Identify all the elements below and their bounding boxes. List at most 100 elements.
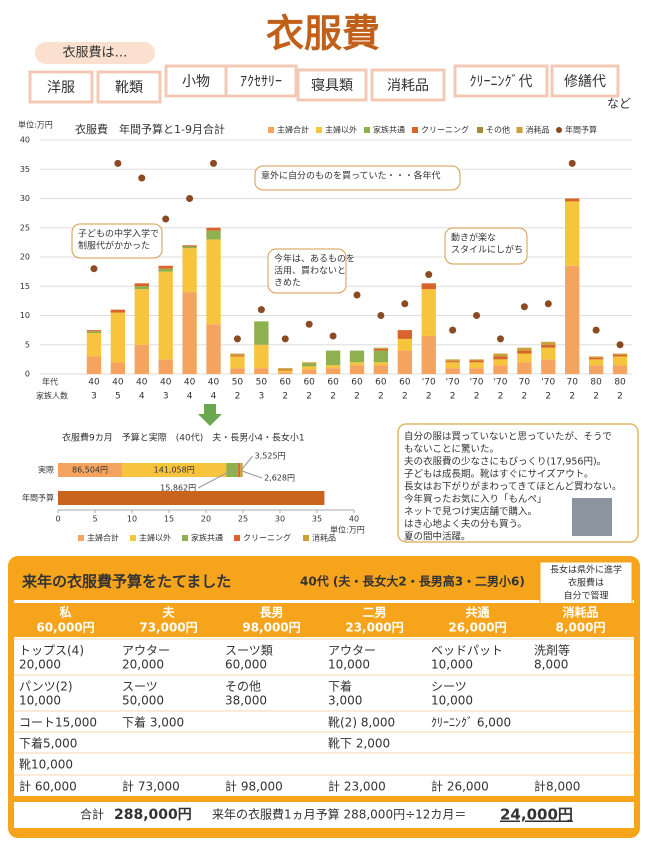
- table-cell: トップス(4): [19, 644, 84, 658]
- x-tick-label: 40: [112, 378, 124, 388]
- bar-segment: [517, 350, 532, 354]
- family-size: 2: [498, 392, 504, 402]
- family-size: 2: [593, 392, 599, 402]
- bar-segment: [349, 365, 365, 374]
- bar-segment: [302, 366, 317, 370]
- legend-swatch: [477, 127, 483, 133]
- bar-segment: [240, 463, 243, 477]
- photo: [572, 498, 612, 536]
- bar-segment: [493, 359, 508, 366]
- x-tick-label: 50: [232, 378, 244, 388]
- x-tick-label: 40: [184, 378, 196, 388]
- bar-segment: [325, 350, 341, 366]
- legend-swatch: [556, 127, 562, 133]
- table-cell: 計8,000: [534, 779, 580, 794]
- bar-segment: [230, 353, 245, 356]
- family-size: 2: [450, 392, 456, 402]
- legend-swatch: [182, 535, 188, 541]
- x-tick-label: 50: [256, 378, 268, 388]
- bar-segment: [110, 309, 126, 313]
- budget-dot: [544, 300, 552, 308]
- family-size: 3: [163, 392, 169, 402]
- budget-bar: [58, 491, 325, 505]
- chart-title: 衣服費9カ月 予算と実際 (40代) 夫・長男小4・長女小1: [62, 432, 305, 444]
- monthly-label: 来年の衣服費1ヵ月予算 288,000円÷12カ月＝: [212, 807, 466, 822]
- annotation-box: [254, 165, 461, 191]
- tag-box: [370, 68, 446, 102]
- x-tick-label: 60: [375, 378, 387, 388]
- plan-title: 来年の衣服費予算をたてました: [21, 573, 231, 591]
- table-cell: 計 60,000: [19, 779, 77, 794]
- table-cell: 50,000: [122, 694, 164, 708]
- bar-segment: [110, 362, 126, 374]
- bar-segment: [373, 348, 389, 351]
- tag: 靴類: [115, 80, 143, 96]
- y-tick-label: 10: [20, 311, 30, 320]
- budget-dot: [210, 159, 218, 167]
- value-label: 141,058円: [154, 466, 195, 475]
- side-note: 衣服費は: [568, 577, 604, 589]
- family-size: 3: [91, 392, 97, 402]
- table-cell: スーツ類: [225, 644, 273, 658]
- page-title: 衣服費: [266, 12, 380, 56]
- y-tick-label: 20: [20, 253, 30, 262]
- bar-segment: [493, 353, 508, 357]
- x-tick-label: 5: [92, 515, 97, 524]
- x-tick-label: 70: [519, 378, 531, 388]
- family-size: 2: [402, 392, 408, 402]
- bar-segment: [445, 362, 460, 369]
- family-size: 2: [235, 392, 241, 402]
- bar-segment: [206, 227, 221, 231]
- bar-segment: [278, 369, 293, 371]
- tag: 寝具類: [311, 77, 353, 94]
- bar-segment: [182, 246, 197, 249]
- annotation: 制服代がかかった: [78, 240, 150, 252]
- family-size: 2: [522, 392, 528, 402]
- bar-segment: [565, 201, 580, 266]
- bar-segment: [238, 463, 241, 477]
- table-cell: 計 23,000: [328, 779, 386, 794]
- bar-segment: [182, 292, 197, 374]
- bar-segment: [517, 362, 532, 374]
- legend-label: クリーニング: [421, 125, 469, 135]
- x-tick-label: '70: [422, 378, 436, 388]
- bar-segment: [158, 265, 173, 269]
- bar-segment: [445, 359, 460, 362]
- family-size: 2: [282, 392, 288, 402]
- bar-segment: [373, 362, 389, 366]
- budget-dot: [425, 271, 433, 279]
- budget-dot: [353, 291, 361, 299]
- legend-swatch: [364, 127, 370, 133]
- total-label: 合計: [80, 807, 104, 822]
- bar-segment: [612, 354, 628, 357]
- tag-box: [296, 68, 368, 102]
- bar-segment: [182, 245, 197, 247]
- bar-segment: [134, 289, 149, 345]
- table-cell: 靴(2) 8,000: [328, 716, 395, 730]
- y-axis-label: 単位:万円: [18, 120, 53, 130]
- y-tick-label: 5: [25, 340, 30, 349]
- x-axis-label: 単位:万円: [330, 525, 365, 535]
- legend-swatch: [303, 535, 309, 541]
- table-cell: 10,000: [19, 694, 61, 708]
- legend-label: 主婦以外: [325, 125, 357, 135]
- arrow: [198, 404, 222, 426]
- bar-segment: [254, 321, 269, 345]
- x-tick-label: '70: [446, 378, 460, 388]
- legend-label: 消耗品: [526, 125, 550, 135]
- bar-segment: [182, 248, 197, 293]
- family-size: 3: [258, 392, 264, 402]
- bar-segment: [86, 356, 102, 374]
- bar-segment: [302, 363, 317, 367]
- x-tick-label: 40: [349, 515, 359, 524]
- table-cell: スーツ: [122, 680, 158, 694]
- bar-segment: [469, 368, 484, 374]
- bar-segment: [469, 359, 484, 361]
- table-cell: パンツ(2): [19, 680, 73, 694]
- family-size: 4: [187, 392, 193, 402]
- budget-dot: [329, 332, 337, 340]
- table-cell: シーツ: [431, 680, 467, 694]
- bar-segment: [158, 271, 173, 360]
- family-size: 2: [330, 392, 336, 402]
- x-tick-label: 15: [164, 515, 174, 524]
